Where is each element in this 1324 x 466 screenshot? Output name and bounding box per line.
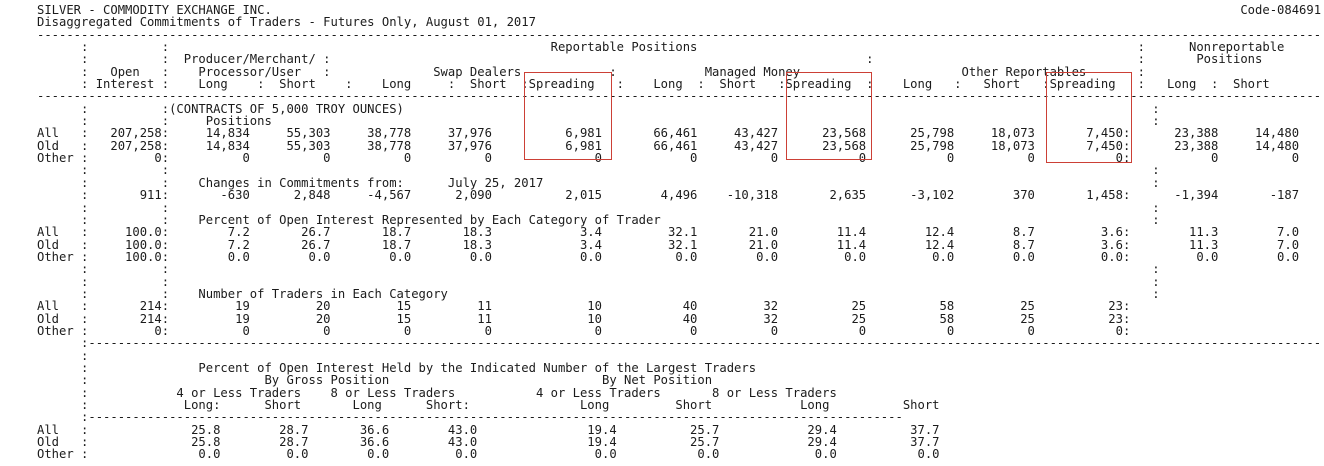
report-line-11: All : 207,258: 14,834 55,303 38,778 37,9… (37, 126, 1322, 141)
report-line-22: : : : (37, 262, 1322, 277)
report-line-36: Old : 25.8 28.7 36.6 43.0 19.4 25.7 29.4… (37, 435, 1322, 450)
report-line-27: Other : 0: 0 0 0 0 0 0 0 0 0 0 0: (37, 323, 1322, 338)
report-line-28: :---------------------------------------… (37, 336, 1322, 351)
report-line-1: SILVER - COMMODITY EXCHANGE INC. Code-08… (37, 3, 1322, 17)
report-line-31: : By Gross Position By Net Position (37, 373, 1322, 388)
report-line-6: : Open : Processor/User : Swap Dealers :… (37, 64, 1322, 79)
report-line-3: ----------------------------------------… (37, 27, 1322, 42)
report-line-29: : (37, 348, 1322, 363)
report-line-32: : 4 or Less Traders 8 or Less Traders 4 … (37, 385, 1322, 400)
report-line-13: Other : 0: 0 0 0 0 0 0 0 0 0 0 0: 0 0 (37, 151, 1322, 166)
report-line-17: : : : (37, 200, 1322, 215)
report-line-10: : : Positions : (37, 114, 1322, 129)
report-line-18: : : Percent of Open Interest Represented… (37, 212, 1322, 227)
report-line-34: :---------------------------------------… (37, 410, 1322, 425)
report-line-2: Disaggregated Commitments of Traders - F… (37, 15, 1322, 30)
report-line-19: All : 100.0: 7.2 26.7 18.7 18.3 3.4 32.1… (37, 225, 1322, 240)
report-line-8: ----------------------------------------… (37, 89, 1322, 104)
report-text: SILVER - COMMODITY EXCHANGE INC. Code-08… (37, 4, 1321, 461)
report-line-20: Old : 100.0: 7.2 26.7 18.7 18.3 3.4 32.1… (37, 237, 1322, 252)
report-line-23: : : : (37, 274, 1322, 289)
report-line-14: : : : (37, 163, 1322, 178)
report-line-21: Other : 100.0: 0.0 0.0 0.0 0.0 0.0 0.0 0… (37, 249, 1322, 264)
report-line-12: Old : 207,258: 14,834 55,303 38,778 37,9… (37, 138, 1322, 153)
report-line-7: : Interest : Long : Short : Long : Short… (37, 77, 1322, 92)
report-line-4: : : Reportable Positions : Nonreportable (37, 40, 1322, 55)
report-line-16: : 911: -630 2,848 -4,567 2,090 2,015 4,4… (37, 188, 1322, 203)
report-line-25: All : 214: 19 20 15 11 10 40 32 25 58 25… (37, 299, 1322, 314)
report-line-9: : :(CONTRACTS OF 5,000 TROY OUNCES) : (37, 101, 1322, 116)
report-line-30: : Percent of Open Interest Held by the I… (37, 360, 1322, 375)
report-line-5: : : Producer/Merchant/ : : : Positions (37, 52, 1322, 67)
report-line-37: Other : 0.0 0.0 0.0 0.0 0.0 0.0 0.0 0.0 (37, 447, 1322, 462)
report-line-15: : : Changes in Commitments from: July 25… (37, 175, 1322, 190)
report-line-35: All : 25.8 28.7 36.6 43.0 19.4 25.7 29.4… (37, 422, 1322, 437)
report-line-26: Old : 214: 19 20 15 11 10 40 32 25 58 25… (37, 311, 1322, 326)
report-line-33: : Long: Short Long Short: Long Short Lon… (37, 398, 1322, 412)
report-line-24: : : Number of Traders in Each Category : (37, 286, 1322, 301)
